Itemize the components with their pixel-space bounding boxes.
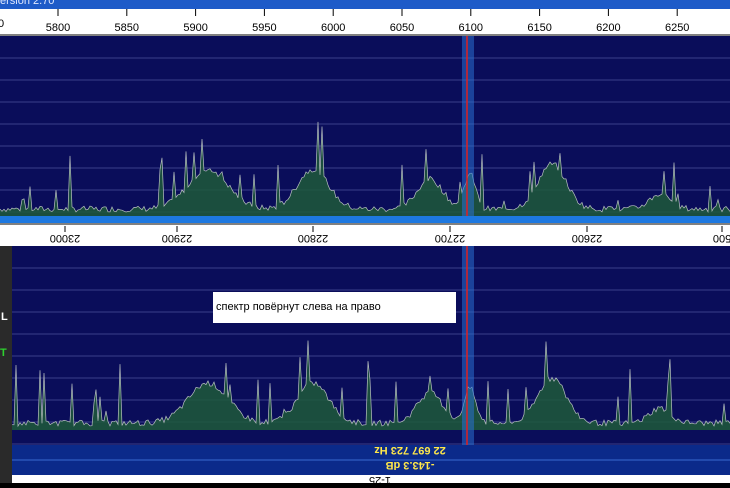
tick-label: 22600 — [572, 232, 603, 244]
top-edge-label: 0 — [0, 18, 4, 30]
footer-text: 1-25 — [369, 474, 391, 483]
tick-label: 5800 — [46, 22, 70, 34]
tick-label: 22700 — [435, 232, 466, 244]
tick-label: 5850 — [115, 22, 139, 34]
bottom-axis — [0, 223, 730, 246]
tick-label: 22900 — [162, 232, 193, 244]
title-bar — [0, 0, 730, 9]
readout-level: -143.3 dB — [385, 459, 434, 471]
top-panel-bar — [0, 216, 730, 223]
side-strip — [0, 246, 12, 483]
title: ersion 2.70 — [0, 0, 54, 7]
footer — [12, 475, 730, 483]
tick-label: 5900 — [183, 22, 207, 34]
tick-label: 6200 — [596, 22, 620, 34]
spectrum-fill — [0, 121, 730, 216]
readout-frequency: 22 697 723 Hz — [374, 444, 446, 456]
tick-label: 22800 — [298, 232, 329, 244]
spectrum-line — [11, 340, 730, 428]
tick-label: 6000 — [321, 22, 345, 34]
side-label: L — [1, 311, 8, 323]
tick-label: 500 — [713, 232, 730, 244]
tick-label: 6150 — [527, 22, 551, 34]
tick-label: 6250 — [665, 22, 689, 34]
tick-label: 5950 — [252, 22, 276, 34]
annotation: спектр повёрнут слева на право — [216, 301, 381, 313]
annotation-box — [213, 292, 456, 323]
spectrum-fill — [12, 340, 730, 430]
top-panel — [0, 36, 730, 216]
tick-label: 6100 — [459, 22, 483, 34]
side-label: T — [0, 347, 7, 359]
tuning-band — [462, 36, 474, 216]
tick-label: 23000 — [50, 232, 81, 244]
spectrum-line — [0, 121, 730, 213]
tick-label: 6050 — [390, 22, 414, 34]
tuning-band — [462, 246, 474, 445]
